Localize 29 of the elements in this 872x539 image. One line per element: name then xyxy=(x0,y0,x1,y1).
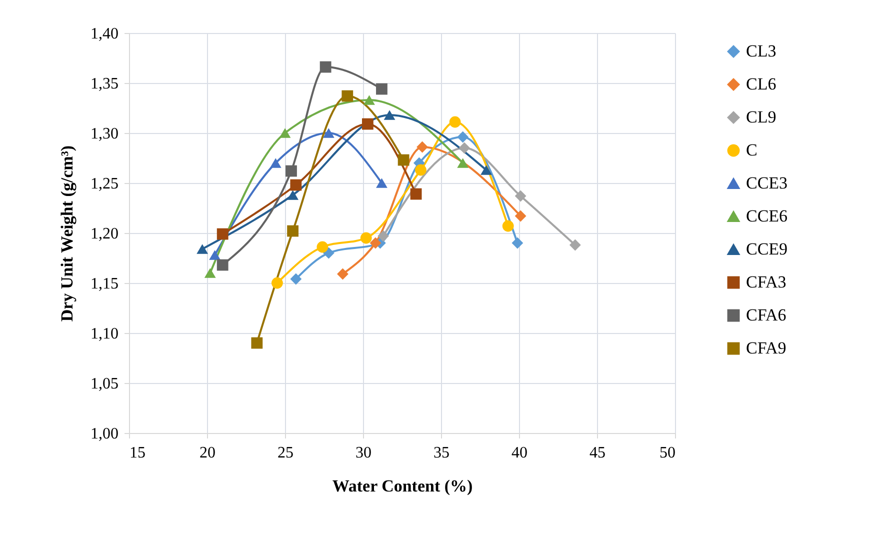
x-tick-label: 35 xyxy=(434,444,450,462)
y-axis-title: Dry Unit Weight (g/cm³) xyxy=(58,145,76,322)
legend-label: CFA3 xyxy=(746,272,786,292)
x-tick-label: 40 xyxy=(512,444,528,462)
legend-label: CFA6 xyxy=(746,306,786,324)
legend-label: CCE3 xyxy=(746,174,788,192)
x-tick-label: 50 xyxy=(660,444,676,462)
legend-label: CL3 xyxy=(746,42,776,60)
legend-label: CFA9 xyxy=(746,338,786,358)
legend-label: CL9 xyxy=(746,108,776,126)
x-tick-label: 45 xyxy=(590,444,606,462)
y-tick-label: 1,00 xyxy=(90,426,118,442)
y-tick-label: 1,30 xyxy=(90,126,118,142)
x-tick-label: 15 xyxy=(130,444,146,462)
legend-label: CCE6 xyxy=(746,206,788,226)
y-tick-label: 1,10 xyxy=(90,326,118,342)
y-tick-label: 1,05 xyxy=(90,376,118,392)
x-tick-label: 30 xyxy=(356,444,372,462)
y-tick-label: 1,40 xyxy=(90,26,118,42)
legend-label: CL6 xyxy=(746,74,776,94)
legend-label: CCE9 xyxy=(746,240,788,258)
x-tick-label: 20 xyxy=(200,444,216,462)
y-tick-label: 1,15 xyxy=(90,276,118,292)
y-tick-label: 1,35 xyxy=(90,76,118,92)
x-axis-title: Water Content (%) xyxy=(332,476,473,496)
y-tick-label: 1,25 xyxy=(90,176,118,192)
y-tick-label: 1,20 xyxy=(90,226,118,242)
legend-label: C xyxy=(746,140,758,160)
x-tick-label: 25 xyxy=(278,444,294,462)
